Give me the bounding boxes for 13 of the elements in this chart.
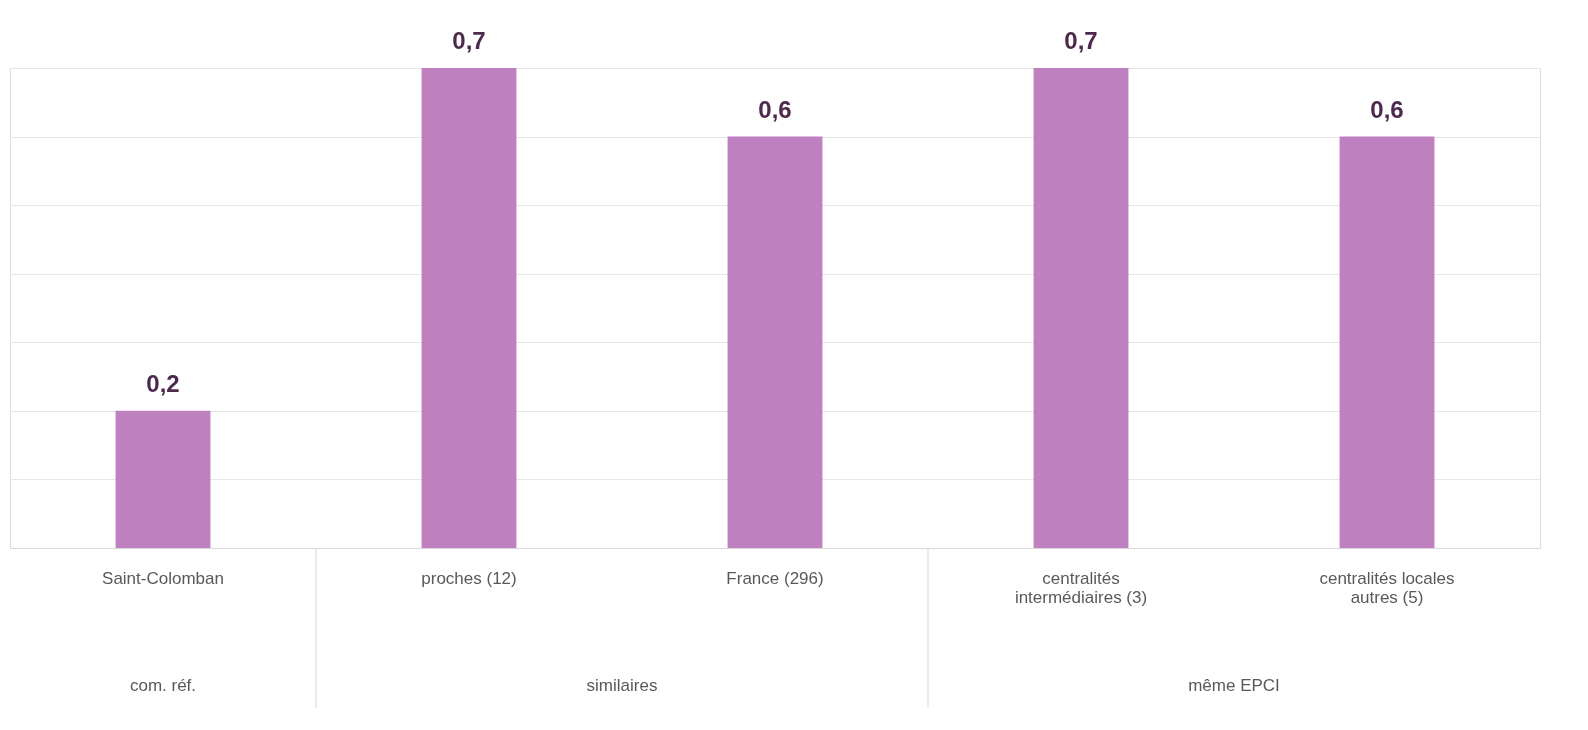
x-tick-label: proches (12) [421,568,517,588]
data-label: 0,6 [1370,95,1404,123]
data-label: 0,7 [452,27,486,54]
data-label: 0,7 [1064,27,1098,54]
x-tick-label: centralités intermédiaires (3) [1014,568,1148,607]
data-label: 0,6 [758,95,792,123]
text: même EPCI [1188,676,1280,695]
text: com. réf. [129,676,197,695]
text: similaires [586,676,658,695]
x-tick-label: France (296) [726,568,824,588]
x-tick-label: Saint-Colomban [102,568,224,588]
data-label: 0,2 [146,369,180,397]
x-tick-label: centralités locales autres (5) [1319,568,1455,607]
